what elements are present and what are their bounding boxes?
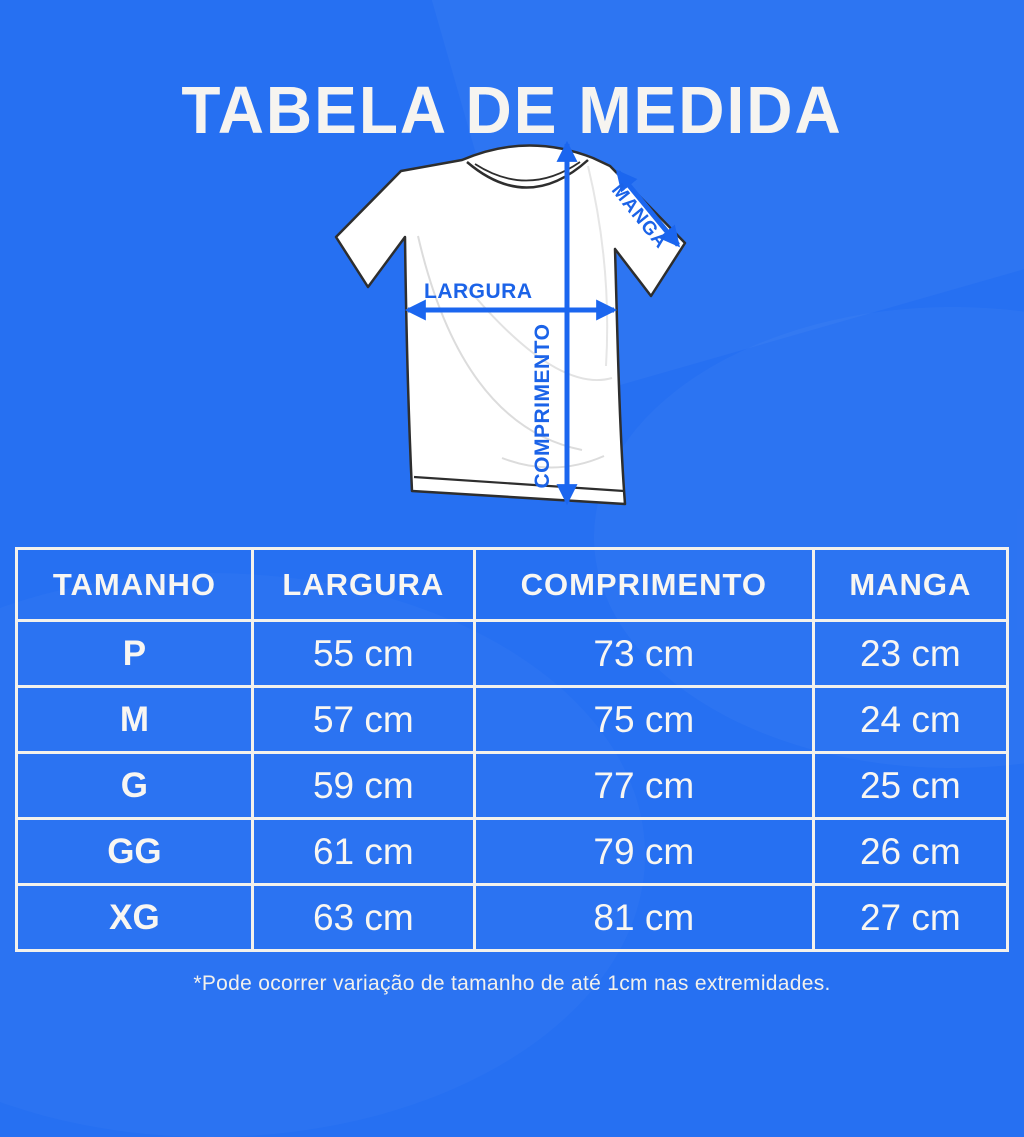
cell-manga: 24 cm: [811, 685, 1010, 754]
cell-comprimento: 79 cm: [472, 817, 815, 886]
cell-comprimento: 73 cm: [472, 619, 815, 688]
cell-size: XG: [15, 883, 254, 952]
tshirt-hem-line: [413, 475, 625, 493]
table-row-gg: GG 61 cm 79 cm 26 cm: [15, 817, 1010, 886]
tshirt-crease: [417, 235, 583, 451]
cell-manga: 25 cm: [811, 751, 1010, 820]
header-manga: MANGA: [811, 547, 1010, 622]
cell-size: P: [15, 619, 254, 688]
footnote: *Pode ocorrer variação de tamanho de até…: [193, 972, 831, 995]
cell-largura: 61 cm: [250, 817, 476, 886]
table-header-row: TAMANHO LARGURA COMPRIMENTO MANGA: [15, 547, 1010, 622]
cell-comprimento: 75 cm: [472, 685, 815, 754]
header-tamanho: TAMANHO: [15, 547, 254, 622]
table-row-p: P 55 cm 73 cm 23 cm: [15, 619, 1010, 688]
tshirt-measurement-diagram: COMPRIMENTO LARGURA MANGA: [334, 140, 687, 506]
header-comprimento: COMPRIMENTO: [472, 547, 815, 622]
cell-largura: 57 cm: [250, 685, 476, 754]
cell-comprimento: 77 cm: [472, 751, 815, 820]
cell-manga: 27 cm: [811, 883, 1010, 952]
tshirt-crease: [587, 165, 609, 367]
cell-largura: 59 cm: [250, 751, 476, 820]
cell-size: GG: [15, 817, 254, 886]
cell-comprimento: 81 cm: [472, 883, 815, 952]
cell-size: G: [15, 751, 254, 820]
size-table: TAMANHO LARGURA COMPRIMENTO MANGA P 55 c…: [15, 547, 1010, 952]
cell-size: M: [15, 685, 254, 754]
table-row-m: M 57 cm 75 cm 24 cm: [15, 685, 1010, 754]
cell-largura: 55 cm: [250, 619, 476, 688]
comprimento-label: COMPRIMENTO: [531, 324, 554, 489]
table-row-xg: XG 63 cm 81 cm 27 cm: [15, 883, 1010, 952]
table-row-g: G 59 cm 77 cm 25 cm: [15, 751, 1010, 820]
cell-manga: 23 cm: [811, 619, 1010, 688]
manga-arrow: [615, 169, 681, 248]
largura-label: LARGURA: [424, 280, 533, 303]
header-largura: LARGURA: [250, 547, 476, 622]
page-title: TABELA DE MEDIDA: [181, 72, 843, 148]
tshirt-crease: [501, 455, 605, 469]
cell-manga: 26 cm: [811, 817, 1010, 886]
cell-largura: 63 cm: [250, 883, 476, 952]
